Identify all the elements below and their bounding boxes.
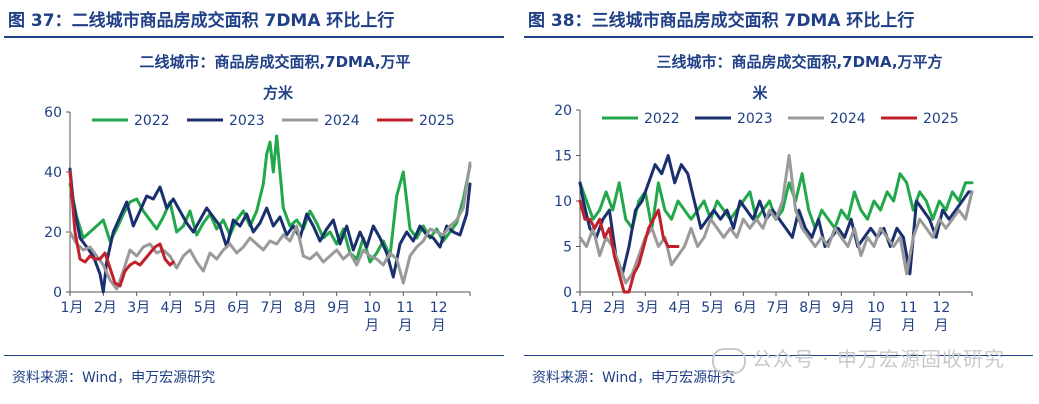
x-tick-label: 1月: [571, 300, 594, 316]
legend-label-2025: 2025: [923, 111, 959, 127]
series-line-2025: [578, 199, 680, 294]
watermark: 公众号 · 申万宏源固收研究: [711, 343, 1005, 374]
x-tick-label: 11: [900, 300, 918, 316]
x-tick-label: 8月: [799, 300, 822, 316]
source-rule: [4, 355, 504, 356]
x-tick-label: 8月: [294, 300, 317, 316]
x-tick-label: 6月: [734, 300, 757, 316]
y-tick-label: 0: [563, 285, 572, 301]
x-tick-label: 11: [396, 300, 414, 316]
source-note: 资料来源：Wind，申万宏源研究: [532, 370, 736, 386]
legend-label-2022: 2022: [134, 113, 170, 129]
legend-label-2025: 2025: [419, 113, 455, 129]
x-tick-label: 3月: [636, 300, 659, 316]
chart-title-line-2: 方米: [263, 84, 294, 102]
source-note: 资料来源：Wind，申万宏源研究: [12, 370, 216, 386]
legend-label-2024: 2024: [324, 113, 360, 129]
x-tick-label: 10: [363, 300, 381, 316]
source-rule: [524, 355, 1033, 356]
x-tick-label: 12: [430, 300, 448, 316]
x-tick-label-unit: 月: [365, 318, 379, 334]
x-tick-label: 6月: [227, 300, 250, 316]
panel-left: 图 37：二线城市商品房成交面积 7DMA 环比上行 二线城市：商品房成交面积,…: [0, 0, 510, 404]
x-tick-label: 7月: [261, 300, 284, 316]
x-tick-label: 1月: [61, 300, 84, 316]
y-tick-label: 15: [554, 149, 572, 165]
y-tick-label: 40: [44, 165, 62, 181]
x-tick-label: 9月: [327, 300, 350, 316]
watermark-text: 公众号 · 申万宏源固收研究: [751, 347, 1005, 371]
x-tick-label: 3月: [127, 300, 150, 316]
x-tick-label: 2月: [94, 300, 117, 316]
x-tick-label: 9月: [832, 300, 855, 316]
series-line-2023: [68, 167, 472, 294]
x-tick-label-unit: 月: [398, 318, 412, 334]
x-tick-label-unit: 月: [934, 318, 948, 334]
title-rule: [524, 36, 1033, 38]
x-tick-label: 2月: [603, 300, 626, 316]
series-line-2024: [68, 161, 472, 291]
x-tick-label: 4月: [161, 300, 184, 316]
wechat-icon: [711, 347, 746, 374]
figure-title: 图 37：二线城市商品房成交面积 7DMA 环比上行: [8, 11, 395, 31]
y-tick-label: 10: [554, 194, 572, 210]
series-line-2025: [68, 170, 175, 288]
legend-label-2024: 2024: [830, 111, 866, 127]
x-tick-label: 5月: [701, 300, 724, 316]
chart-title-line-2: 米: [752, 84, 768, 102]
line-chart-second-tier: 方米 0 20 40 60 1月 2月 3月 4月 5月 6月 7月 8月 9月 10 月 11 月 12 月 2022…: [44, 84, 472, 334]
figure-title: 图 38：三线城市商品房成交面积 7DMA 环比上行: [528, 11, 915, 31]
x-tick-label: 10: [867, 300, 885, 316]
x-tick-label-unit: 月: [869, 318, 883, 334]
y-tick-label: 0: [53, 285, 62, 301]
y-tick-label: 20: [554, 103, 572, 119]
y-tick-label: 60: [44, 105, 62, 121]
x-tick-label: 12: [932, 300, 950, 316]
y-tick-label: 20: [44, 225, 62, 241]
x-tick-label: 5月: [194, 300, 217, 316]
chart-title-line-1: 三线城市：商品房成交面积,7DMA,万平方: [656, 53, 943, 71]
chart-title: 二线城市：商品房成交面积,7DMA,万平: [0, 51, 510, 72]
x-tick-label: 7月: [767, 300, 790, 316]
x-tick-label: 4月: [669, 300, 692, 316]
chart-title: 三线城市：商品房成交面积,7DMA,万平方: [520, 51, 1039, 72]
panel-right: 图 38：三线城市商品房成交面积 7DMA 环比上行 三线城市：商品房成交面积,…: [520, 0, 1039, 404]
x-tick-label-unit: 月: [432, 318, 446, 334]
legend-label-2022: 2022: [644, 111, 680, 127]
legend-label-2023: 2023: [737, 111, 773, 127]
y-tick-label: 5: [563, 240, 572, 256]
legend-label-2023: 2023: [229, 113, 265, 129]
x-tick-label-unit: 月: [902, 318, 916, 334]
chart-title-line-1: 二线城市：商品房成交面积,7DMA,万平: [139, 53, 411, 71]
line-chart-third-tier: 米 0 5 10 15 20 1月 2月 3月 4月 5月 6月 7月 8月 9月 10 月 11 月 12 月 2022…: [554, 84, 974, 334]
series-line-2022: [68, 134, 472, 264]
title-rule: [4, 36, 504, 38]
